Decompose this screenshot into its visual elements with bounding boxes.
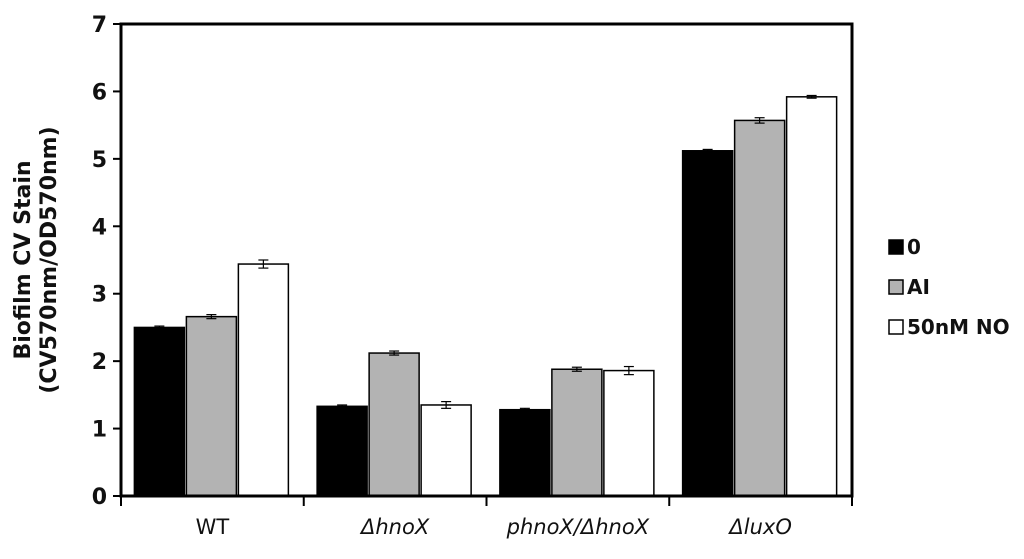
y-tick-label: 6 (92, 80, 107, 105)
legend-label: AI (907, 275, 930, 299)
y-tick-label: 7 (92, 13, 107, 38)
bars (133, 94, 838, 497)
y-tick-label: 1 (92, 418, 107, 443)
bar (551, 368, 603, 497)
plot-frame (119, 22, 854, 498)
legend-label: 0 (907, 235, 921, 259)
legend-swatch (888, 319, 904, 335)
bar (420, 404, 472, 497)
bar (785, 96, 838, 497)
legend-swatch (888, 239, 904, 255)
legend-label: 50nM NO (907, 315, 1010, 339)
legend-swatch (888, 279, 904, 295)
y-tick-label: 4 (92, 215, 107, 240)
y-tick-label: 2 (92, 350, 107, 375)
bar (316, 405, 368, 497)
bar (368, 352, 420, 497)
y-axis-label-line: Biofilm CV Stain (11, 160, 36, 359)
bar (185, 315, 238, 497)
bar (133, 326, 186, 497)
y-tick-label: 5 (92, 148, 107, 173)
bar (237, 263, 290, 497)
bar (733, 119, 786, 497)
bar (681, 150, 734, 497)
y-axis-label: Biofilm CV Stain (CV570nm/OD570nm) (11, 126, 62, 393)
x-axis: WT ΔhnoX phnoX/ΔhnoX ΔluxO (120, 496, 853, 539)
x-tick-label: ΔhnoX (359, 515, 430, 539)
x-tick-label: phnoX/ΔhnoX (506, 515, 650, 539)
y-tick-label: 3 (92, 283, 107, 308)
y-tick-label: 0 (92, 485, 107, 510)
y-axis-label-line: (CV570nm/OD570nm) (37, 126, 62, 393)
y-axis: 0 1 2 3 4 5 6 7 (92, 13, 121, 510)
bar (499, 408, 551, 497)
x-tick-label: ΔluxO (727, 515, 791, 539)
bar (603, 369, 655, 497)
x-tick-label: WT (196, 515, 230, 539)
legend: 0 AI 50nM NO (888, 235, 1010, 339)
